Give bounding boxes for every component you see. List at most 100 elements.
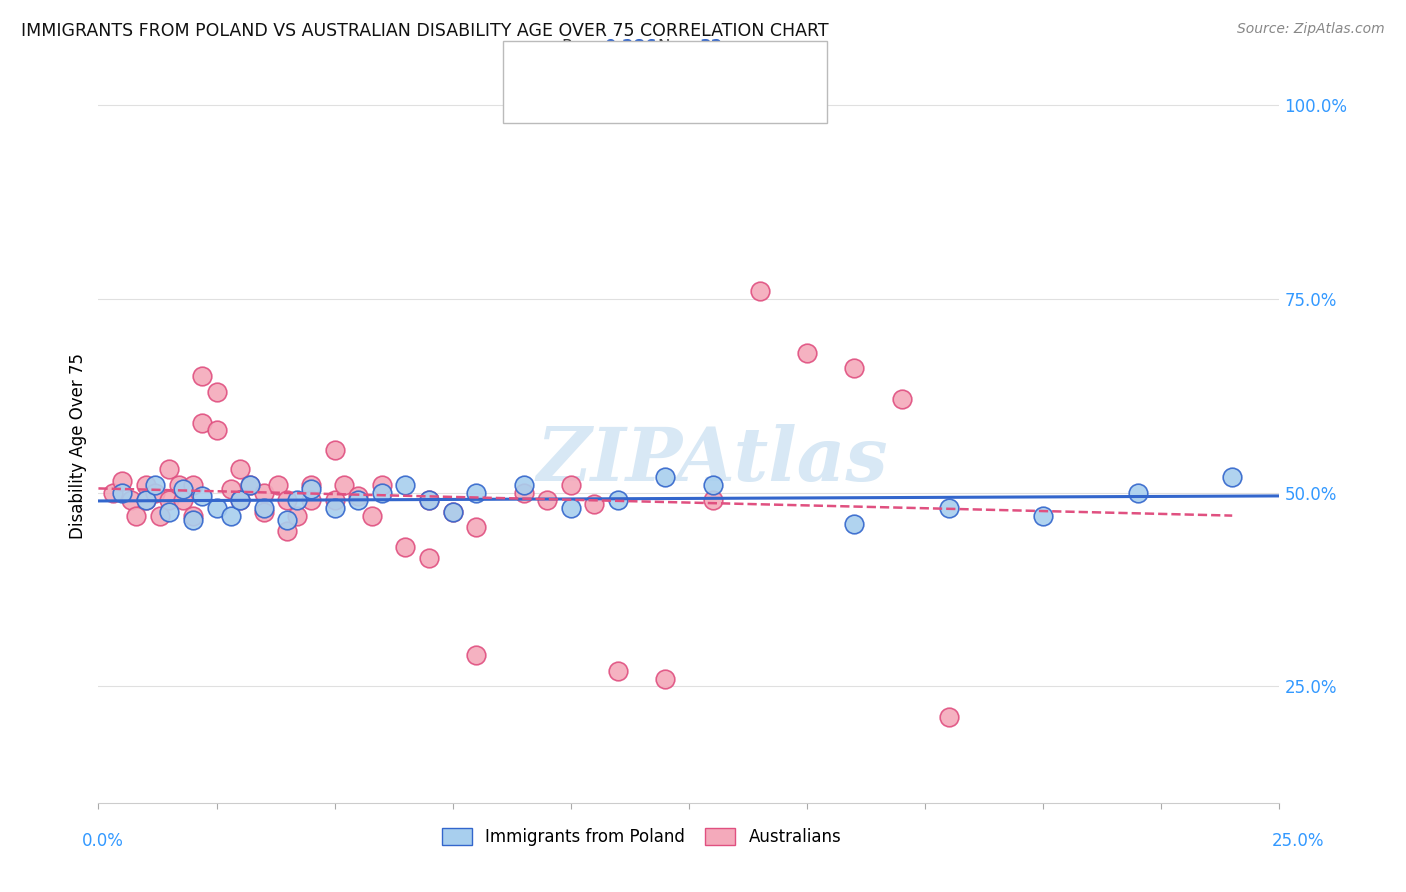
Point <box>796 346 818 360</box>
Point <box>441 505 464 519</box>
Point <box>191 490 214 504</box>
Point <box>512 477 534 491</box>
Point <box>560 501 582 516</box>
Point <box>748 284 770 298</box>
Point <box>607 664 630 678</box>
Point <box>394 540 416 554</box>
Point <box>285 493 308 508</box>
Point <box>394 477 416 491</box>
Point <box>465 648 488 663</box>
Point <box>253 501 276 516</box>
Point <box>512 485 534 500</box>
Point <box>181 513 204 527</box>
Text: N =: N = <box>658 38 695 56</box>
Point <box>333 477 356 491</box>
Point <box>702 477 724 491</box>
Point <box>299 482 322 496</box>
Point <box>560 477 582 491</box>
Point <box>607 493 630 508</box>
Point <box>465 485 488 500</box>
Point <box>347 493 370 508</box>
Point <box>323 442 346 457</box>
Point <box>229 462 252 476</box>
Point <box>239 477 262 491</box>
Point <box>101 485 124 500</box>
Point <box>285 508 308 523</box>
Point <box>111 474 134 488</box>
Point <box>253 505 276 519</box>
Point <box>143 477 166 491</box>
Point <box>299 493 322 508</box>
Point <box>1220 470 1243 484</box>
Point <box>121 493 143 508</box>
Text: 32: 32 <box>700 38 724 56</box>
Text: 54: 54 <box>700 83 723 101</box>
Point <box>191 416 214 430</box>
Text: 0.0%: 0.0% <box>82 831 124 849</box>
Point <box>1126 485 1149 500</box>
Point <box>267 477 290 491</box>
Text: N =: N = <box>658 83 695 101</box>
Point <box>157 462 180 476</box>
Point <box>1032 508 1054 523</box>
Point <box>654 672 676 686</box>
Text: R =: R = <box>562 83 599 101</box>
Text: 0.286: 0.286 <box>605 38 657 56</box>
Point <box>536 493 558 508</box>
Point <box>172 493 194 508</box>
Text: ZIPAtlas: ZIPAtlas <box>537 424 889 497</box>
Point <box>938 501 960 516</box>
Point <box>890 392 912 407</box>
Point <box>371 477 394 491</box>
Point <box>219 482 242 496</box>
Point <box>323 501 346 516</box>
Point <box>844 516 866 531</box>
Point <box>157 505 180 519</box>
Point <box>465 520 488 534</box>
Legend: Immigrants from Poland, Australians: Immigrants from Poland, Australians <box>436 822 848 853</box>
Point <box>361 508 384 523</box>
Point <box>205 501 228 516</box>
Point <box>135 493 157 508</box>
Point <box>418 551 440 566</box>
Point <box>702 493 724 508</box>
Point <box>418 493 440 508</box>
Text: IMMIGRANTS FROM POLAND VS AUSTRALIAN DISABILITY AGE OVER 75 CORRELATION CHART: IMMIGRANTS FROM POLAND VS AUSTRALIAN DIS… <box>21 22 828 40</box>
Point <box>219 508 242 523</box>
Point <box>239 477 262 491</box>
Point <box>205 384 228 399</box>
Point <box>347 490 370 504</box>
Text: 0.164: 0.164 <box>605 83 657 101</box>
Point <box>276 513 298 527</box>
Y-axis label: Disability Age Over 75: Disability Age Over 75 <box>69 353 87 539</box>
Point <box>844 361 866 376</box>
Point <box>172 482 194 496</box>
Point <box>654 470 676 484</box>
Point <box>205 424 228 438</box>
Point <box>229 493 252 508</box>
Point <box>299 477 322 491</box>
Point <box>167 477 190 491</box>
Point <box>111 485 134 500</box>
Point <box>441 505 464 519</box>
Point <box>157 493 180 508</box>
Point <box>276 524 298 539</box>
Point <box>191 369 214 384</box>
Point <box>181 508 204 523</box>
Point <box>418 493 440 508</box>
Point <box>583 497 606 511</box>
Point <box>135 493 157 508</box>
Point <box>135 477 157 491</box>
Point <box>938 710 960 724</box>
Point <box>276 493 298 508</box>
Point <box>181 477 204 491</box>
Point <box>149 508 172 523</box>
Point <box>253 485 276 500</box>
Point <box>229 493 252 508</box>
Point <box>371 485 394 500</box>
Point <box>125 508 148 523</box>
Text: R =: R = <box>562 38 599 56</box>
Text: 25.0%: 25.0% <box>1271 831 1324 849</box>
Point <box>143 485 166 500</box>
Text: Source: ZipAtlas.com: Source: ZipAtlas.com <box>1237 22 1385 37</box>
